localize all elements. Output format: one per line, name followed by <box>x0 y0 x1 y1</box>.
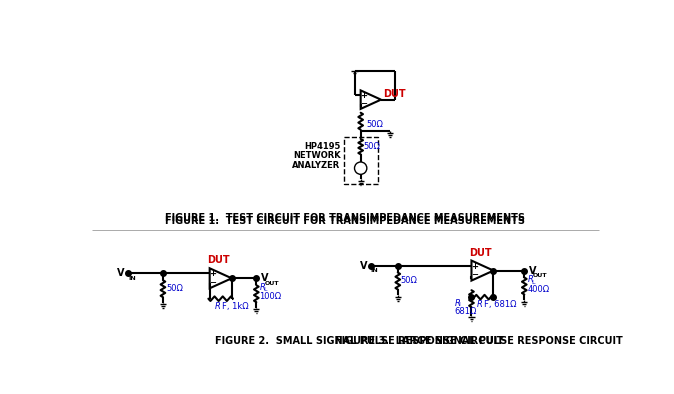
Text: FIGURE 1.  TEST CIRCUIT FOR TRANSIMPEDANCE MEASUREMENTS: FIGURE 1. TEST CIRCUIT FOR TRANSIMPEDANC… <box>165 216 526 225</box>
Text: V: V <box>117 268 125 278</box>
Text: L: L <box>264 287 267 292</box>
Text: 50Ω: 50Ω <box>367 120 384 129</box>
Text: +: + <box>361 91 367 100</box>
Text: NETWORK: NETWORK <box>293 151 340 160</box>
Text: V: V <box>529 266 537 275</box>
Text: FIGURE 3.  LARGE SIGNAL PULSE RESPONSE CIRCUIT: FIGURE 3. LARGE SIGNAL PULSE RESPONSE CI… <box>335 336 623 346</box>
Text: FIGURE 1.  TEST CIRCUIT FOR TRANSIMPEDANCE MEASUREMENTS: FIGURE 1. TEST CIRCUIT FOR TRANSIMPEDANC… <box>165 213 526 223</box>
Text: R: R <box>259 283 266 292</box>
Text: 50Ω: 50Ω <box>401 277 418 286</box>
Text: R: R <box>527 275 533 284</box>
Text: OUT: OUT <box>532 273 547 278</box>
Text: DUT: DUT <box>469 247 492 258</box>
Text: L: L <box>531 280 534 284</box>
Text: OUT: OUT <box>265 281 279 286</box>
Text: R: R <box>454 299 460 308</box>
Text: 50Ω: 50Ω <box>364 142 381 151</box>
Text: +: + <box>210 269 216 279</box>
Text: −: − <box>210 278 216 287</box>
Text: DUT: DUT <box>208 255 230 265</box>
Bar <box>344 138 377 184</box>
Text: −: − <box>361 99 367 108</box>
Text: IN: IN <box>371 268 378 273</box>
Text: ANALYZER: ANALYZER <box>293 161 340 169</box>
Text: HP4195: HP4195 <box>304 142 340 151</box>
Text: +: + <box>471 262 479 271</box>
Text: I: I <box>458 302 460 307</box>
Text: F, 681Ω: F, 681Ω <box>484 300 516 309</box>
Text: 100Ω: 100Ω <box>259 292 282 301</box>
Text: IN: IN <box>128 275 135 281</box>
Text: DUT: DUT <box>384 89 406 99</box>
Text: R: R <box>215 302 220 311</box>
Text: 681Ω: 681Ω <box>454 307 477 316</box>
Text: R: R <box>477 300 483 309</box>
Text: FIGURE 2.  SMALL SIGNAL PULSE RESPONSE CIRCUIT: FIGURE 2. SMALL SIGNAL PULSE RESPONSE CI… <box>215 336 504 346</box>
Text: F, 1kΩ: F, 1kΩ <box>222 302 249 311</box>
Text: V: V <box>359 260 367 271</box>
Text: 50Ω: 50Ω <box>166 284 183 293</box>
Text: V: V <box>261 273 268 283</box>
Text: −: − <box>471 271 479 279</box>
Text: 400Ω: 400Ω <box>527 284 549 294</box>
